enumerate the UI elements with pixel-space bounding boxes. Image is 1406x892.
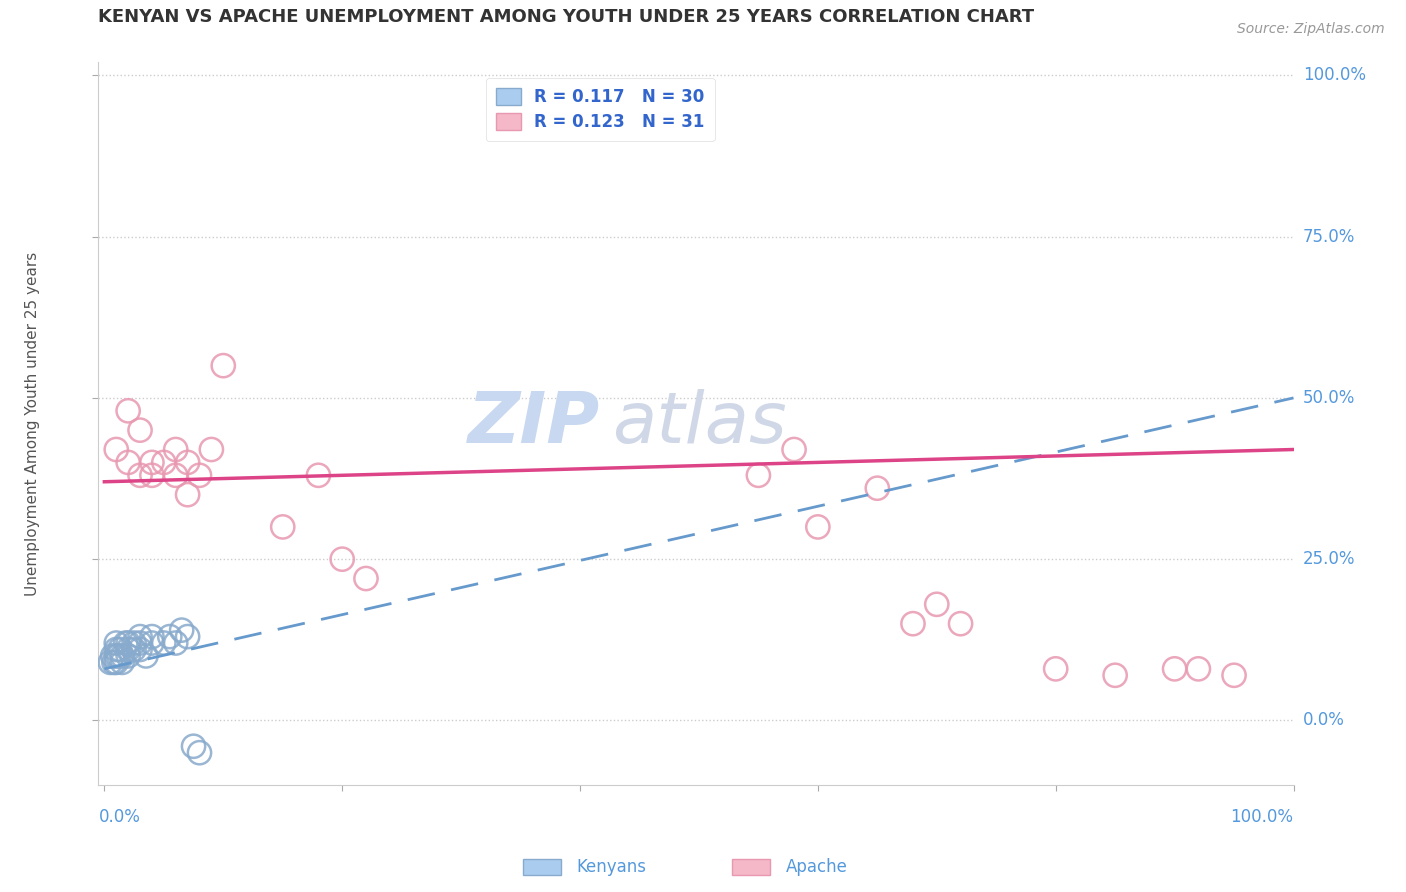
Point [129, 636, 152, 650]
Text: 75.0%: 75.0% [1303, 227, 1355, 245]
Point [153, 636, 176, 650]
Point [747, 468, 769, 483]
Text: Kenyans: Kenyans [576, 858, 647, 876]
Bar [733, 859, 770, 875]
Point [949, 616, 972, 631]
Point [159, 630, 181, 644]
Text: Unemployment Among Youth under 25 years: Unemployment Among Youth under 25 years [25, 252, 41, 596]
Point [101, 648, 124, 663]
Point [117, 648, 139, 663]
Point [111, 656, 134, 670]
Text: KENYAN VS APACHE UNEMPLOYMENT AMONG YOUTH UNDER 25 YEARS CORRELATION CHART: KENYAN VS APACHE UNEMPLOYMENT AMONG YOUT… [98, 8, 1035, 26]
Point [165, 442, 187, 457]
Point [117, 404, 139, 418]
Legend: R = 0.117   N = 30, R = 0.123   N = 31: R = 0.117 N = 30, R = 0.123 N = 31 [486, 78, 714, 141]
Point [176, 455, 198, 469]
Point [98, 656, 121, 670]
Point [129, 468, 152, 483]
Text: Source: ZipAtlas.com: Source: ZipAtlas.com [1237, 22, 1385, 37]
Point [111, 648, 134, 663]
Text: 0.0%: 0.0% [1303, 712, 1346, 730]
Point [141, 455, 163, 469]
Point [165, 636, 187, 650]
Point [105, 442, 128, 457]
Point [129, 423, 152, 437]
Point [354, 572, 377, 586]
Point [108, 642, 131, 657]
Point [129, 642, 152, 657]
Point [165, 468, 187, 483]
Point [141, 630, 163, 644]
Point [153, 455, 176, 469]
Text: atlas: atlas [613, 389, 787, 458]
Point [117, 636, 139, 650]
Text: 50.0%: 50.0% [1303, 389, 1355, 407]
Point [1187, 662, 1209, 676]
Point [1104, 668, 1126, 682]
Point [105, 636, 128, 650]
Bar [523, 859, 561, 875]
Point [122, 642, 145, 657]
Point [114, 636, 136, 650]
Point [188, 468, 211, 483]
Point [141, 636, 163, 650]
Point [176, 488, 198, 502]
Point [307, 468, 329, 483]
Point [925, 598, 948, 612]
Point [176, 630, 198, 644]
Point [1163, 662, 1185, 676]
Text: 100.0%: 100.0% [1303, 66, 1367, 85]
Text: ZIP: ZIP [468, 389, 600, 458]
Point [170, 623, 193, 637]
Point [105, 656, 128, 670]
Point [141, 468, 163, 483]
Point [129, 630, 152, 644]
Point [901, 616, 924, 631]
Point [1223, 668, 1246, 682]
Point [1045, 662, 1067, 676]
Point [117, 455, 139, 469]
Point [105, 648, 128, 663]
Point [122, 636, 145, 650]
Point [866, 481, 889, 495]
Point [107, 648, 129, 663]
Point [103, 656, 125, 670]
Point [200, 442, 222, 457]
Text: Apache: Apache [786, 858, 848, 876]
Point [271, 520, 294, 534]
Point [183, 739, 205, 754]
Point [330, 552, 353, 566]
Text: 0.0%: 0.0% [98, 807, 141, 825]
Text: 25.0%: 25.0% [1303, 550, 1355, 568]
Point [212, 359, 235, 373]
Point [807, 520, 830, 534]
Point [135, 648, 157, 663]
Point [117, 642, 139, 657]
Point [188, 746, 211, 760]
Text: 100.0%: 100.0% [1230, 807, 1294, 825]
Point [783, 442, 806, 457]
Point [105, 642, 128, 657]
